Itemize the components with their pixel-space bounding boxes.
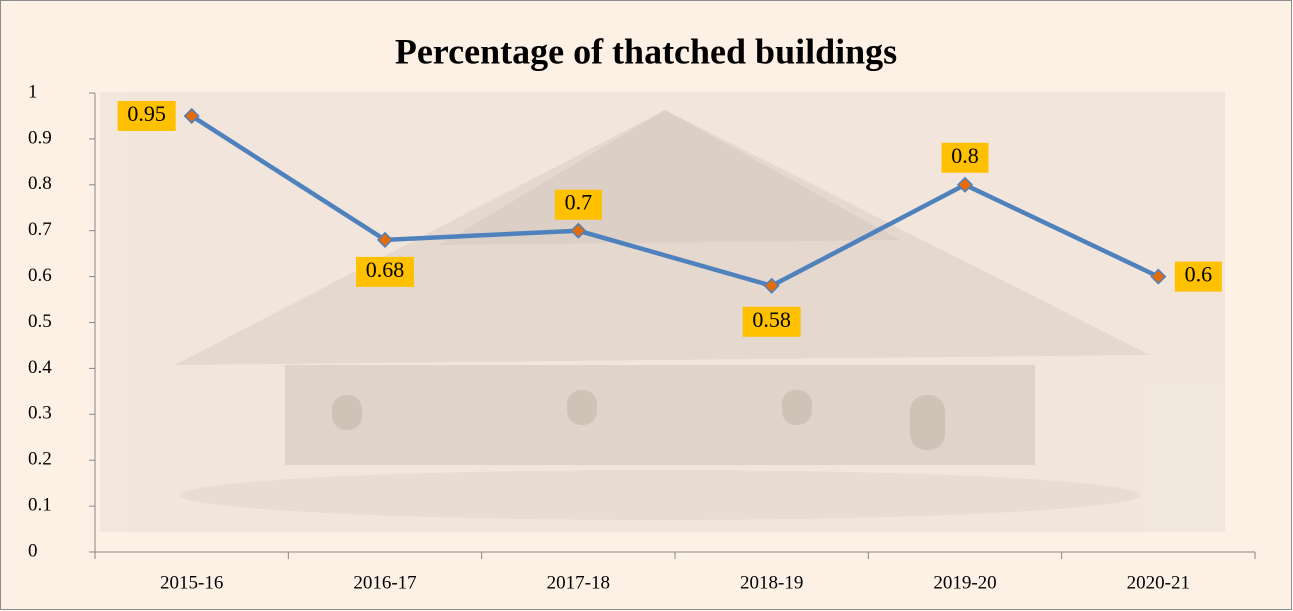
data-label: 0.58 [752,307,791,332]
y-tick-label: 0.1 [28,494,52,515]
data-label-box [742,306,801,337]
data-label-box [117,100,176,131]
data-label: 0.95 [127,101,166,126]
x-tick-label: 2020-21 [1127,572,1190,593]
marker [1150,268,1167,285]
x-tick-label: 2019-20 [933,572,996,593]
marker [956,176,974,193]
marker [570,222,587,239]
data-label: 0.6 [1185,262,1213,287]
y-tick-label: 0.9 [28,127,52,148]
y-tick-label: 1 [28,81,38,102]
series-line [190,114,1160,289]
y-tick-label: 0.5 [28,311,52,332]
y-tick-label: 0.4 [28,357,52,378]
data-label: 0.7 [565,190,593,215]
y-tick-label: 0.3 [28,403,52,424]
y-tick-label: 0.2 [28,449,52,470]
data-label-box [941,142,989,173]
x-tick-label: 2015-16 [160,572,223,593]
y-tick-label: 0 [28,540,38,561]
chart-title: Percentage of thatched buildings [395,31,897,71]
data-label: 0.68 [366,257,405,282]
marker [183,107,200,125]
y-tick-label: 0.6 [28,265,52,286]
x-tick-label: 2018-19 [740,572,803,593]
y-tick-label: 0.7 [28,219,52,240]
y-tick-label: 0.8 [28,173,52,194]
data-label-box [356,256,414,287]
background-sketch [100,92,1225,532]
x-tick-label: 2017-18 [547,572,610,593]
x-tick-label: 2016-17 [353,572,416,593]
marker [763,277,780,294]
marker [376,231,394,248]
data-label-box [1174,261,1222,292]
data-label: 0.8 [951,143,979,168]
data-label-box [554,189,602,220]
